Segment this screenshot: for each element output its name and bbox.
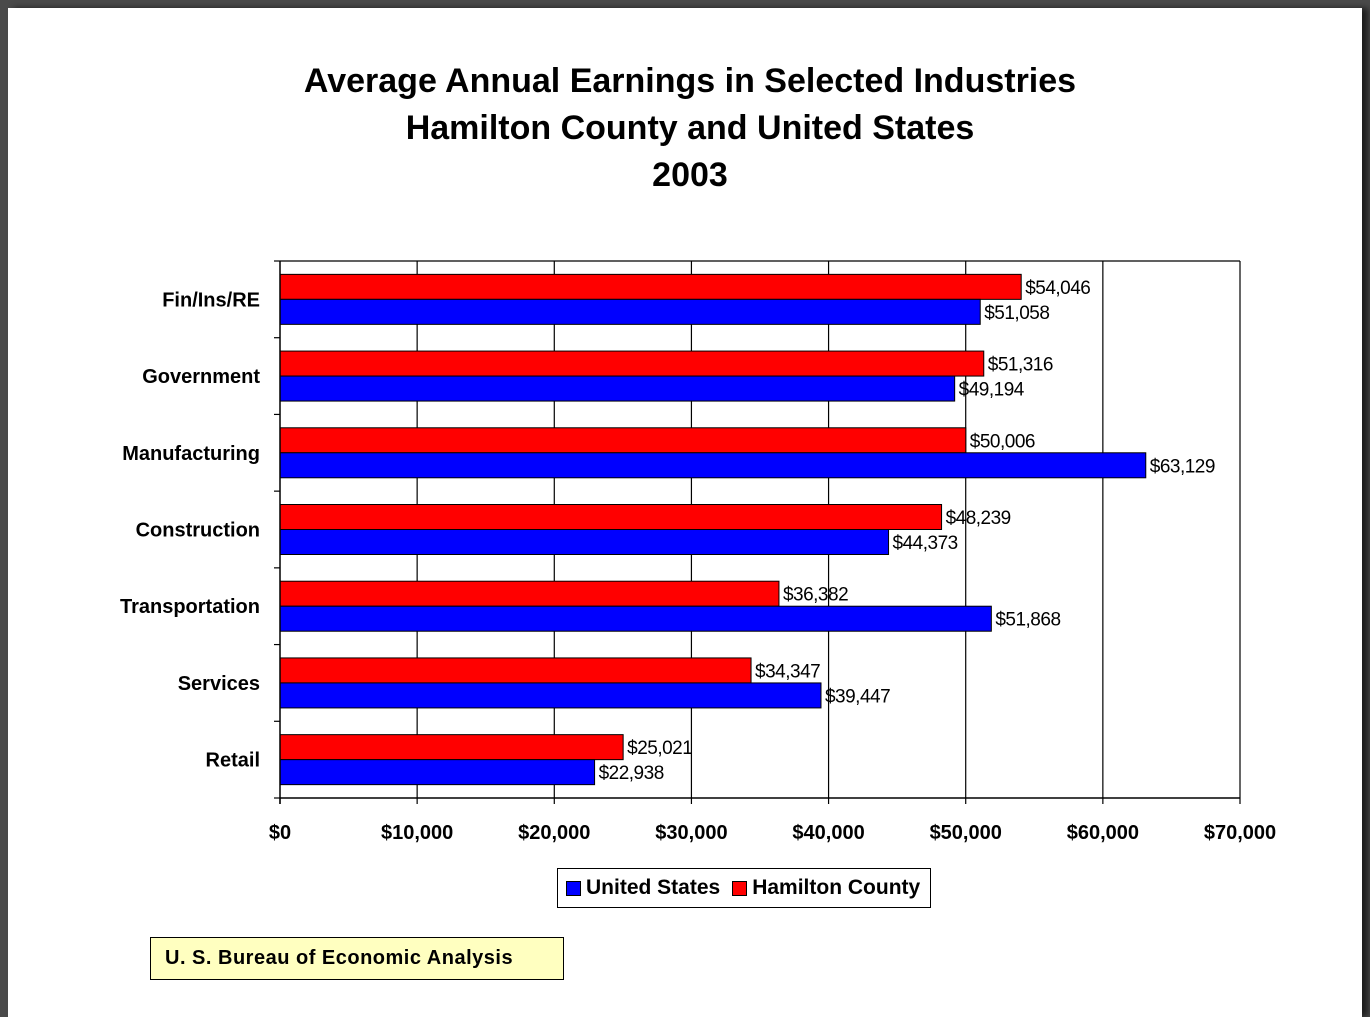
legend: United States Hamilton County — [557, 868, 932, 908]
bar-hamilton-county — [279, 350, 985, 377]
axes — [274, 260, 1241, 804]
data-label-united-states: $39,447 — [825, 686, 890, 707]
category-label: Fin/Ins/RE — [162, 289, 260, 311]
labels: $54,046 $51,058 Fin/Ins/RE $51,316 $49,194 Go… — [120, 278, 1276, 844]
data-label-hamilton-county: $25,021 — [627, 738, 692, 759]
x-tick-label: $40,000 — [792, 822, 864, 844]
bars — [279, 273, 1147, 786]
data-label-hamilton-county: $50,006 — [970, 431, 1035, 452]
data-label-united-states: $51,868 — [995, 610, 1060, 631]
data-label-united-states: $63,129 — [1150, 456, 1215, 477]
data-label-hamilton-county: $54,046 — [1025, 278, 1090, 299]
bar-hamilton-county — [279, 580, 780, 607]
bar-chart: Average Annual Earnings in Selected Indu… — [120, 62, 1276, 844]
category-label: Services — [178, 673, 260, 695]
bar-united-states — [279, 759, 596, 786]
chart-title-line-2: Hamilton County and United States — [406, 109, 975, 147]
chart-frame: Average Annual Earnings in Selected Indu… — [8, 8, 1362, 1017]
bar-hamilton-county — [279, 273, 1022, 300]
chart-title-line-3: 2003 — [652, 156, 728, 194]
bar-hamilton-county — [279, 734, 624, 761]
legend-swatch-hamilton-county — [732, 880, 748, 896]
x-tick-label: $60,000 — [1067, 822, 1139, 844]
legend-label-hamilton-county: Hamilton County — [752, 876, 921, 899]
data-label-united-states: $49,194 — [959, 380, 1025, 401]
data-label-hamilton-county: $36,382 — [783, 585, 848, 606]
x-tick-label: $70,000 — [1204, 822, 1276, 844]
bar-hamilton-county — [279, 657, 752, 684]
data-label-united-states: $44,373 — [893, 533, 958, 554]
data-label-united-states: $51,058 — [984, 303, 1049, 324]
bar-united-states — [279, 529, 890, 555]
category-label: Government — [142, 366, 260, 388]
data-label-hamilton-county: $51,316 — [988, 355, 1053, 376]
legend-label-united-states: United States — [586, 876, 721, 899]
x-tick-label: $20,000 — [518, 822, 590, 844]
bar-hamilton-county — [279, 504, 943, 530]
data-label-hamilton-county: $34,347 — [755, 661, 820, 682]
legend-item-hamilton-county: Hamilton County — [732, 876, 920, 900]
chart-title-line-1: Average Annual Earnings in Selected Indu… — [304, 62, 1076, 100]
x-tick-label: $10,000 — [381, 822, 453, 844]
x-tick-label: $0 — [269, 822, 291, 844]
data-label-hamilton-county: $48,239 — [946, 508, 1011, 529]
bar-united-states — [279, 452, 1147, 479]
x-tick-label: $30,000 — [655, 822, 727, 844]
category-label: Transportation — [120, 596, 260, 618]
bar-united-states — [279, 375, 956, 402]
bar-united-states — [279, 605, 992, 632]
legend-swatch-united-states — [566, 880, 581, 896]
category-label: Manufacturing — [122, 443, 260, 465]
bar-united-states — [279, 298, 981, 325]
source-note: U. S. Bureau of Economic Analysis — [150, 937, 564, 980]
legend-item-united-states: United States — [566, 876, 720, 900]
bar-united-states — [279, 682, 822, 709]
bar-hamilton-county — [279, 427, 967, 454]
category-label: Construction — [136, 520, 260, 542]
chart-title: Average Annual Earnings in Selected Indu… — [304, 62, 1076, 194]
category-label: Retail — [206, 750, 260, 772]
source-note-text: U. S. Bureau of Economic Analysis — [165, 947, 514, 969]
x-tick-label: $50,000 — [930, 822, 1002, 844]
data-label-united-states: $22,938 — [599, 763, 664, 784]
